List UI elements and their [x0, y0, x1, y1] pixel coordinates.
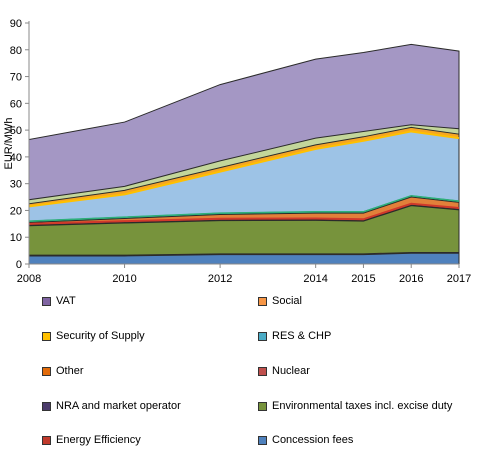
area-concession-fees [28, 252, 460, 265]
y-tick-label: 0 [16, 259, 22, 271]
boundary-security-of-supply [28, 130, 460, 208]
y-tick-label: 80 [10, 45, 22, 57]
y-tick-label: 40 [10, 152, 22, 164]
y-tick-label: 70 [10, 72, 22, 84]
x-tick-label: 2016 [399, 273, 423, 285]
y-tick-label: 10 [10, 232, 22, 244]
area-environmental-taxes-incl-excise-duty [28, 205, 460, 265]
x-tick-label: 2012 [208, 273, 232, 285]
x-tick-label: 2010 [112, 273, 136, 285]
y-axis-title: EUR/MWh [3, 118, 15, 170]
y-tick-label: 20 [10, 205, 22, 217]
x-tick-label: 2015 [351, 273, 375, 285]
x-tick-label: 2014 [303, 273, 327, 285]
y-tick-label: 90 [10, 18, 22, 30]
boundary-res-chp [28, 194, 460, 222]
x-tick-label: 2008 [17, 273, 41, 285]
y-tick-label: 60 [10, 98, 22, 110]
x-tick-label: 2017 [447, 273, 471, 285]
y-tick-label: 30 [10, 179, 22, 191]
boundary-nuclear [28, 202, 460, 225]
y-tick-label: 50 [10, 125, 22, 137]
